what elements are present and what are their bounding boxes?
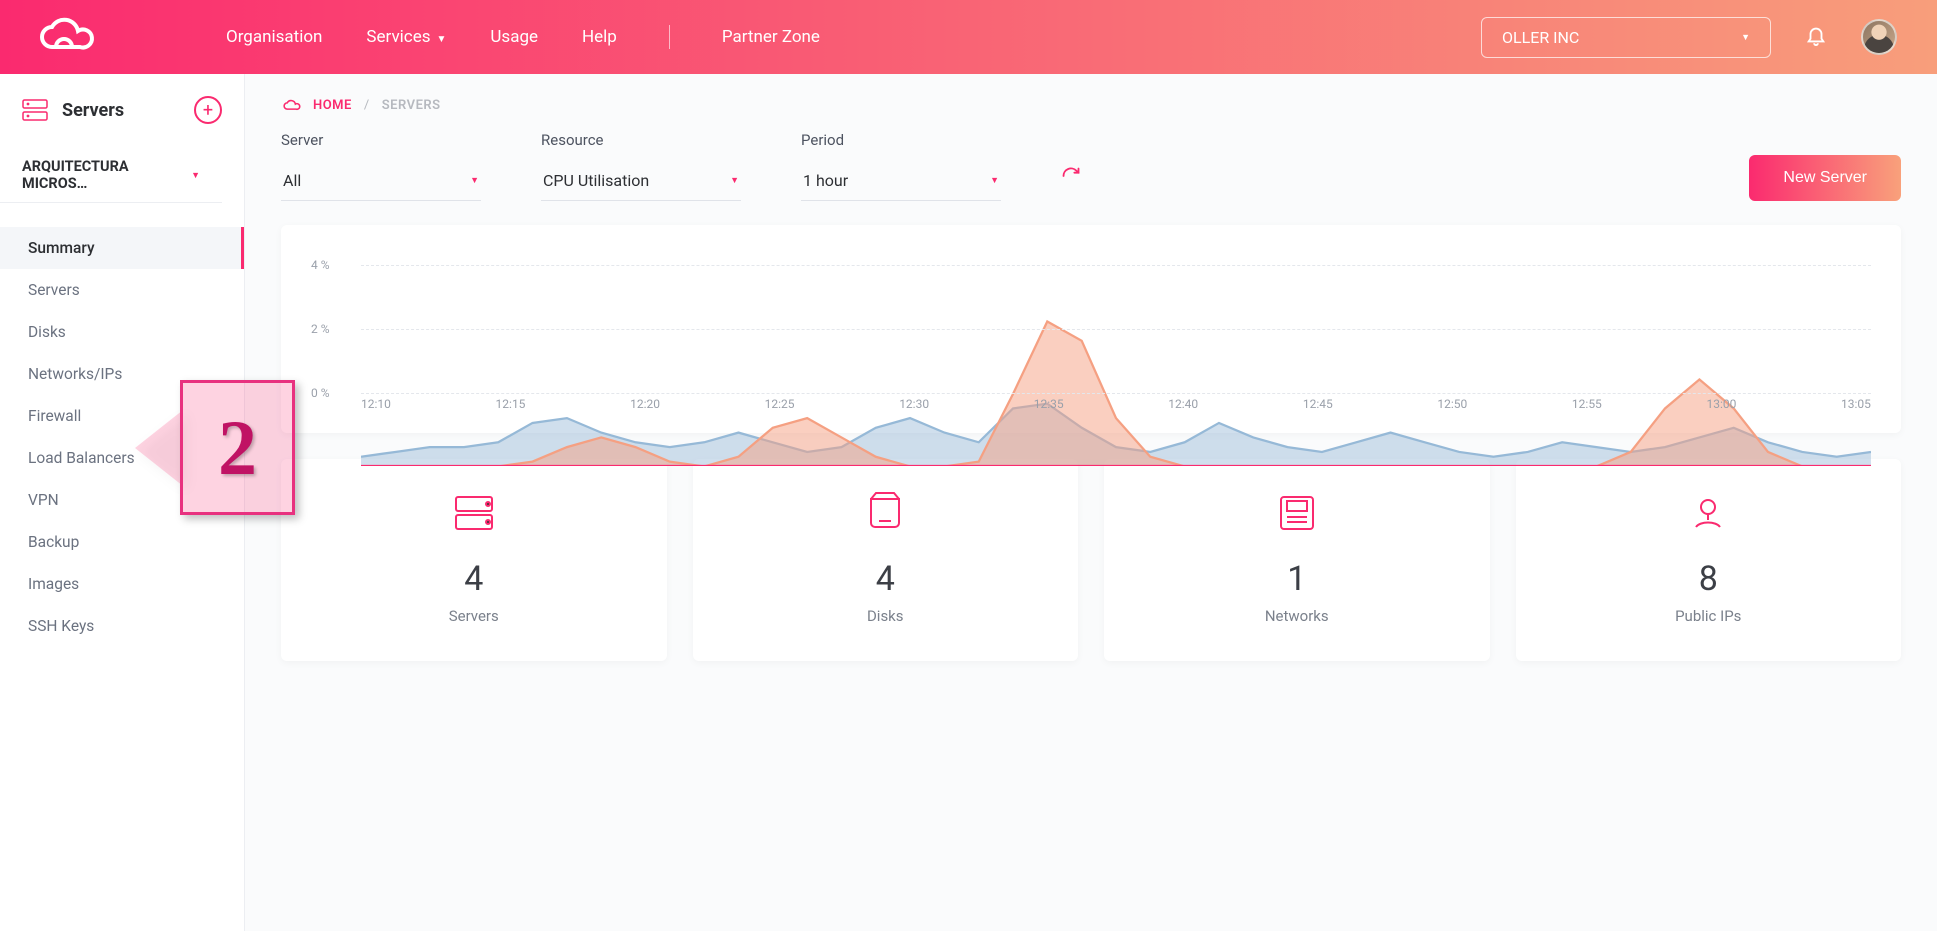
- sidebar-title: Servers: [62, 100, 124, 121]
- servers-icon: [450, 489, 498, 537]
- nav-help[interactable]: Help: [582, 27, 617, 47]
- chevron-down-icon: ▼: [990, 175, 999, 186]
- chevron-down-icon: ▼: [1741, 32, 1750, 43]
- chevron-down-icon: ▼: [470, 175, 479, 186]
- sidebar-item-networks[interactable]: Networks/IPs: [0, 353, 244, 395]
- org-selector[interactable]: OLLER INC ▼: [1481, 17, 1771, 58]
- header-bar: Organisation Services ▼ Usage Help Partne…: [0, 0, 1937, 74]
- chart-y-axis: 0 %2 %4 %: [311, 249, 357, 393]
- stat-label: Servers: [291, 607, 657, 625]
- chart-x-tick: 12:50: [1437, 397, 1467, 419]
- nav-separator: [669, 25, 670, 49]
- user-avatar[interactable]: [1861, 19, 1897, 55]
- refresh-button[interactable]: [1061, 166, 1081, 201]
- sidebar-menu: SummaryServersDisksNetworks/IPsFirewallL…: [0, 227, 244, 647]
- stat-label: Public IPs: [1526, 607, 1892, 625]
- stat-card-networks[interactable]: 1 Networks: [1104, 459, 1490, 661]
- server-filter: Server All ▼: [281, 131, 481, 201]
- chart-svg: [361, 249, 1871, 466]
- chart-x-tick: 12:45: [1303, 397, 1333, 419]
- nav-usage[interactable]: Usage: [490, 27, 538, 47]
- chevron-down-icon: ▼: [730, 175, 739, 186]
- resource-select[interactable]: CPU Utilisation ▼: [541, 165, 741, 201]
- resource-select-value: CPU Utilisation: [543, 171, 649, 190]
- stats-row: 4 Servers 4 Disks 1 Networks 8 Public IPs: [281, 459, 1901, 661]
- stat-card-servers[interactable]: 4 Servers: [281, 459, 667, 661]
- chart-x-tick: 12:15: [496, 397, 526, 419]
- sidebar-header: Servers +: [0, 96, 244, 144]
- refresh-icon: [1061, 166, 1081, 186]
- sidebar-org-name: ARQUITECTURA MICROS…: [22, 158, 185, 192]
- sidebar-item-images[interactable]: Images: [0, 563, 244, 605]
- period-filter: Period 1 hour ▼: [801, 131, 1001, 201]
- chart-x-tick: 12:20: [630, 397, 660, 419]
- period-filter-label: Period: [801, 131, 1001, 149]
- chart-x-tick: 12:30: [899, 397, 929, 419]
- public_ips-icon: [1684, 489, 1732, 537]
- stat-value: 8: [1526, 559, 1892, 599]
- nav-organisation[interactable]: Organisation: [226, 27, 322, 47]
- stat-value: 1: [1114, 559, 1480, 599]
- breadcrumb-separator: /: [364, 98, 370, 113]
- sidebar-item-summary[interactable]: Summary: [0, 227, 244, 269]
- disks-icon: [861, 489, 909, 537]
- sidebar-org-selector[interactable]: ARQUITECTURA MICROS… ▼: [0, 144, 222, 203]
- breadcrumb: HOME / SERVERS: [281, 98, 1901, 113]
- networks-icon: [1273, 489, 1321, 537]
- server-filter-label: Server: [281, 131, 481, 149]
- period-select[interactable]: 1 hour ▼: [801, 165, 1001, 201]
- chevron-down-icon: ▼: [191, 170, 200, 181]
- header-right: OLLER INC ▼: [1481, 17, 1897, 58]
- server-select-value: All: [283, 171, 301, 190]
- stat-label: Networks: [1114, 607, 1480, 625]
- nav-partner-zone[interactable]: Partner Zone: [722, 27, 820, 47]
- breadcrumb-current: SERVERS: [382, 98, 441, 113]
- sidebar-item-lb[interactable]: Load Balancers: [0, 437, 244, 479]
- new-server-button[interactable]: New Server: [1749, 155, 1901, 201]
- servers-icon: [22, 99, 48, 121]
- nav-services[interactable]: Services ▼: [366, 27, 446, 47]
- chart-x-tick: 12:10: [361, 397, 391, 419]
- notifications-icon[interactable]: [1805, 24, 1827, 50]
- cloud-logo-icon: [32, 17, 96, 57]
- stat-card-disks[interactable]: 4 Disks: [693, 459, 1079, 661]
- chart-y-tick: 4 %: [311, 258, 330, 272]
- stat-label: Disks: [703, 607, 1069, 625]
- nav-services-label: Services: [366, 27, 430, 47]
- resource-filter: Resource CPU Utilisation ▼: [541, 131, 741, 201]
- logo[interactable]: [32, 17, 96, 57]
- sidebar-item-firewall[interactable]: Firewall: [0, 395, 244, 437]
- chart-x-tick: 13:05: [1841, 397, 1871, 419]
- chart-x-tick: 12:55: [1572, 397, 1602, 419]
- sidebar-item-vpn[interactable]: VPN: [0, 479, 244, 521]
- chart-x-axis: 12:10 12:15 12:20 12:25 12:30 12:35 12:40 12:45…: [361, 397, 1871, 419]
- server-select[interactable]: All ▼: [281, 165, 481, 201]
- chart-y-tick: 0 %: [311, 386, 330, 400]
- chart-x-tick: 13:00: [1706, 397, 1736, 419]
- filter-controls: Server All ▼ Resource CPU Utilisation ▼ Pe…: [281, 131, 1901, 201]
- resource-filter-label: Resource: [541, 131, 741, 149]
- add-button[interactable]: +: [194, 96, 222, 124]
- chevron-down-icon: ▼: [437, 34, 447, 45]
- cpu-utilisation-chart: 0 % 2 % 4 % 12:10 12:15 12:20 12:25 12:30 12:35…: [311, 249, 1871, 419]
- period-select-value: 1 hour: [803, 171, 848, 190]
- sidebar-item-ssh[interactable]: SSH Keys: [0, 605, 244, 647]
- chart-card: 0 % 2 % 4 % 12:10 12:15 12:20 12:25 12:30 12:35…: [281, 225, 1901, 433]
- main-nav: Organisation Services ▼ Usage Help Partne…: [226, 25, 1481, 49]
- stat-value: 4: [291, 559, 657, 599]
- sidebar-item-backup[interactable]: Backup: [0, 521, 244, 563]
- chart-x-tick: 12:25: [765, 397, 795, 419]
- stat-card-public_ips[interactable]: 8 Public IPs: [1516, 459, 1902, 661]
- org-selector-value: OLLER INC: [1502, 28, 1579, 47]
- chart-y-tick: 2 %: [311, 322, 330, 336]
- breadcrumb-home[interactable]: HOME: [313, 98, 352, 113]
- stat-value: 4: [703, 559, 1069, 599]
- chart-x-tick: 12:40: [1168, 397, 1198, 419]
- cloud-icon: [281, 99, 301, 113]
- sidebar-item-disks[interactable]: Disks: [0, 311, 244, 353]
- main-content: HOME / SERVERS Server All ▼ Resource CPU …: [245, 74, 1937, 931]
- sidebar-item-servers[interactable]: Servers: [0, 269, 244, 311]
- sidebar: Servers + ARQUITECTURA MICROS… ▼ Summary…: [0, 74, 245, 931]
- chart-x-tick: 12:35: [1034, 397, 1064, 419]
